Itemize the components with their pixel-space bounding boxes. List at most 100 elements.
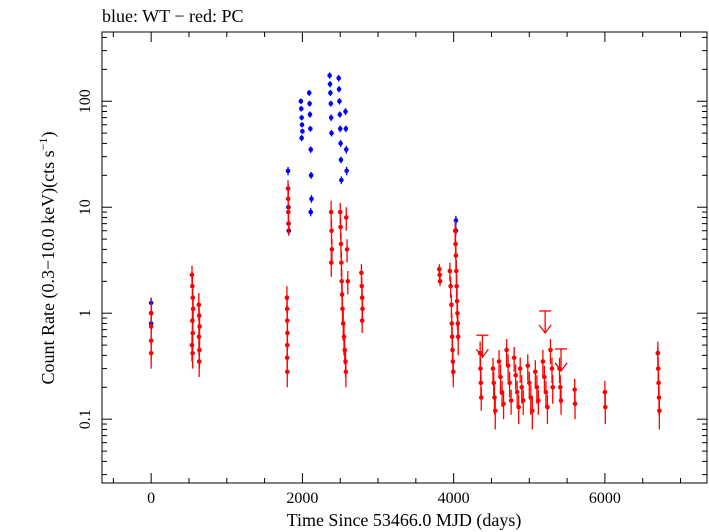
data-point-pc [517, 366, 523, 371]
data-point-pc [530, 408, 535, 414]
data-point-wt [299, 122, 305, 128]
x-axis-label: Time Since 53466.0 MJD (days) [287, 510, 522, 531]
data-point-pc [340, 321, 346, 326]
y-axis-label: Count Rate (0.3−10.0 keV)(cts s−1) [36, 132, 59, 385]
x-tick-label: 2000 [286, 490, 318, 507]
y-axis-label-main: Count Rate (0.3−10.0 keV)(cts s [38, 150, 59, 384]
data-series [148, 72, 662, 430]
data-point-pc [337, 209, 343, 215]
data-point-pc [344, 247, 350, 252]
data-point-pc [545, 404, 550, 410]
data-point-wt [328, 101, 334, 106]
data-point-pc [338, 224, 343, 230]
data-point-pc [359, 295, 365, 301]
data-point-pc [572, 401, 578, 407]
data-point-wt [343, 109, 348, 114]
data-point-wt [343, 126, 349, 132]
data-point-pc [284, 355, 290, 361]
data-point-pc [437, 278, 443, 284]
data-point-wt [329, 130, 334, 136]
data-point-pc [359, 318, 365, 323]
y-tick-label: 0.1 [77, 409, 94, 429]
data-point-pc [339, 260, 344, 265]
data-point-pc [533, 369, 538, 375]
data-point-pc [329, 228, 334, 234]
data-point-pc [196, 359, 202, 364]
data-point-pc [478, 366, 483, 371]
data-point-pc [507, 380, 512, 386]
x-tick-label: 4000 [438, 490, 470, 507]
data-point-wt [328, 115, 334, 120]
data-point-pc [339, 292, 345, 297]
data-point-pc [516, 404, 521, 410]
data-point-pc [492, 395, 497, 400]
data-point-pc [478, 380, 484, 386]
data-point-pc [572, 387, 577, 392]
data-point-pc [602, 389, 608, 395]
data-point-pc [501, 401, 506, 407]
data-point-pc [360, 306, 365, 312]
data-point-wt [300, 129, 305, 134]
data-point-wt [453, 218, 459, 223]
upper-limit-arrow [538, 324, 552, 335]
data-point-pc [657, 408, 662, 414]
data-point-pc [437, 272, 442, 278]
data-point-pc [504, 347, 509, 353]
data-point-pc [549, 366, 555, 371]
data-point-wt [338, 157, 344, 163]
data-point-pc [655, 366, 661, 371]
data-point-pc [455, 334, 461, 340]
y-axis-label-end: ) [38, 132, 59, 138]
x-tick-label: 0 [147, 490, 155, 507]
data-point-pc [148, 350, 154, 356]
data-point-pc [284, 369, 290, 375]
data-point-pc [189, 272, 195, 278]
data-point-wt [298, 98, 304, 104]
data-point-pc [452, 228, 458, 234]
data-point-wt [328, 90, 333, 96]
data-point-pc [513, 372, 518, 378]
data-point-wt [344, 168, 349, 174]
data-point-pc [496, 359, 502, 364]
data-point-pc [328, 209, 334, 215]
data-point-pc [602, 404, 608, 410]
data-point-pc [514, 389, 520, 395]
data-point-pc [536, 398, 541, 403]
data-point-pc [548, 347, 553, 353]
data-point-pc [656, 380, 661, 386]
data-point-pc [525, 363, 531, 368]
data-point-wt [308, 147, 314, 152]
data-point-pc [557, 384, 563, 390]
data-point-pc [190, 306, 196, 312]
plot-frame [101, 31, 708, 484]
data-point-pc [340, 306, 345, 312]
data-point-pc [448, 283, 453, 289]
data-point-pc [343, 215, 349, 220]
data-point-pc [508, 398, 514, 403]
data-point-pc [284, 342, 290, 348]
data-point-wt [327, 73, 332, 78]
data-point-wt [308, 126, 313, 132]
data-point-wt [343, 147, 349, 152]
data-point-pc [436, 266, 442, 272]
data-point-pc [498, 374, 503, 380]
data-point-pc [454, 268, 459, 274]
y-tick-label: 10 [77, 199, 94, 215]
y-axis-label-superscript: −1 [36, 138, 50, 151]
data-point-pc [550, 384, 556, 390]
data-point-pc [286, 221, 291, 226]
data-point-pc [534, 384, 540, 390]
data-point-pc [520, 398, 526, 403]
data-point-pc [491, 380, 497, 386]
data-point-pc [449, 302, 454, 308]
data-point-pc [449, 321, 455, 326]
data-point-pc [478, 395, 484, 400]
data-point-pc [285, 186, 291, 191]
data-point-pc [519, 384, 525, 390]
data-point-pc [286, 209, 291, 215]
data-point-pc [454, 283, 459, 289]
data-point-pc [449, 334, 455, 340]
data-point-pc [511, 355, 517, 361]
data-point-pc [285, 196, 291, 202]
data-point-pc [558, 398, 564, 403]
